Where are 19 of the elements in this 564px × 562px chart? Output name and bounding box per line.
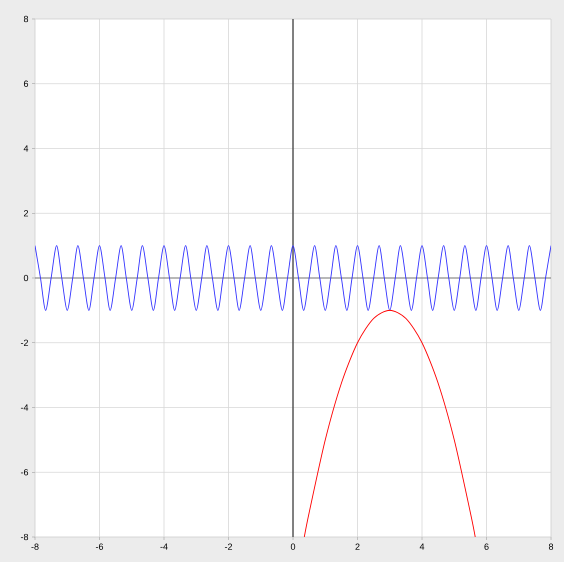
y-tick-label: -2 (20, 340, 28, 346)
x-tick-label: -2 (224, 544, 232, 550)
x-tick-label: 0 (290, 544, 296, 550)
y-tick-label: -4 (20, 404, 28, 411)
line-series (304, 310, 476, 537)
x-tick-label: -4 (160, 544, 168, 550)
x-tick-label: -6 (96, 544, 104, 550)
y-tick-label: -8 (20, 534, 28, 540)
x-tick-label: -8 (31, 544, 39, 550)
y-tick-label: -6 (20, 469, 28, 476)
y-tick-label: 2 (24, 210, 28, 216)
x-tick-label: 4 (420, 544, 424, 550)
y-tick-label: 0 (24, 274, 28, 282)
y-tick-label: 4 (24, 145, 28, 152)
x-tick-label: 6 (484, 544, 489, 550)
y-tick-label: 6 (24, 80, 28, 87)
x-tick-label: 8 (548, 544, 554, 550)
x-tick-label: 2 (355, 544, 360, 550)
y-tick-label: 8 (24, 16, 28, 22)
